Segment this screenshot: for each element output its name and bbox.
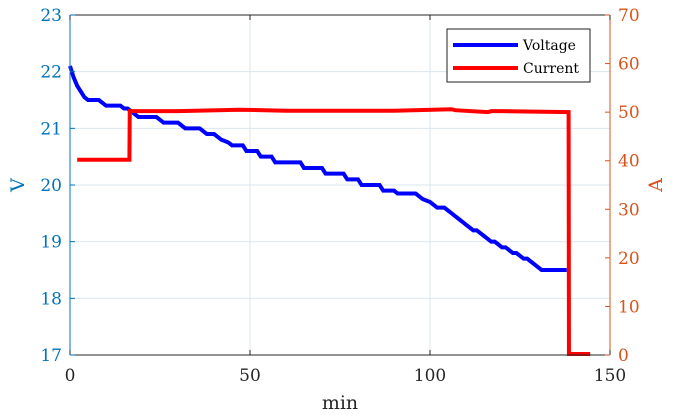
legend-label-voltage: Voltage: [522, 38, 576, 54]
y-tick-label-left: 22: [40, 63, 62, 83]
legend-label-current: Current: [523, 61, 579, 77]
y-tick-label-right: 50: [618, 103, 640, 123]
y-tick-label-right: 0: [618, 346, 629, 366]
legend: Voltage Current: [446, 28, 591, 83]
y-tick-label-left: 23: [40, 6, 62, 26]
y-tick-label-right: 40: [618, 152, 640, 172]
y-tick-label-right: 20: [618, 249, 640, 269]
x-tick-label: 50: [239, 366, 261, 386]
y-tick-label-left: 18: [40, 289, 62, 309]
y-tick-label-left: 19: [40, 233, 62, 253]
series-line-voltage: [68, 65, 567, 272]
x-tick-label: 100: [414, 366, 446, 386]
y-tick-label-right: 70: [618, 6, 640, 26]
series-layer: [68, 65, 591, 357]
x-tick-label: 0: [65, 366, 76, 386]
x-axis-label: min: [322, 392, 358, 414]
y-tick-label-left: 20: [40, 176, 62, 196]
y-tick-label-left: 17: [40, 346, 62, 366]
series-line-current: [77, 107, 591, 357]
y-tick-label-right: 30: [618, 200, 640, 220]
y-tick-label-left: 21: [40, 119, 62, 139]
ticks: 0 50 100 150 17 18 19 20 21 22 23 0 10 20 30 40 50 60 70: [40, 6, 639, 386]
y-axis-label-left: V: [7, 178, 29, 193]
y-axis-label-right: A: [645, 178, 667, 193]
legend-box: [446, 28, 591, 83]
y-tick-label-right: 10: [618, 297, 640, 317]
y-tick-label-right: 60: [618, 55, 640, 75]
x-tick-label: 150: [594, 366, 626, 386]
